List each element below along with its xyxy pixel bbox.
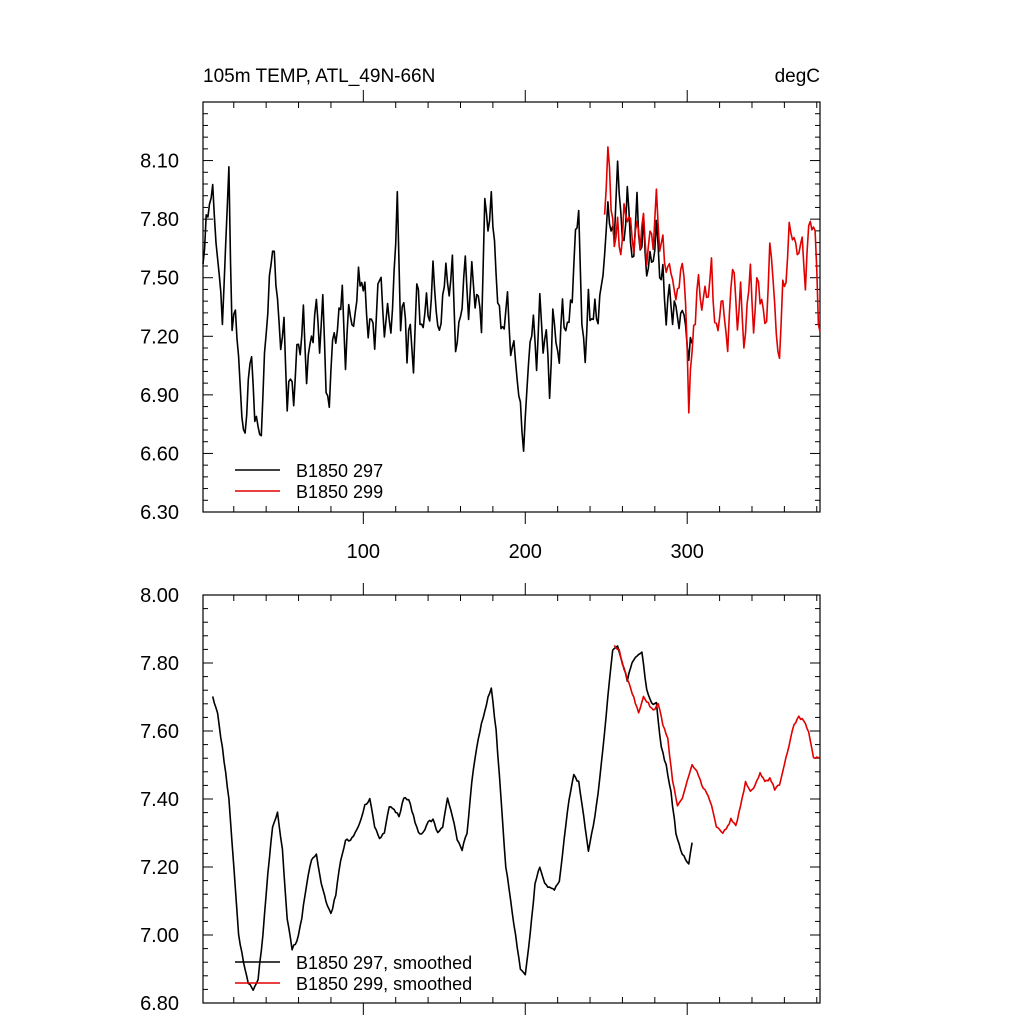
series-line-297 (202, 160, 693, 452)
x-tick-label: 300 (671, 541, 704, 563)
y-tick-label: 6.90 (140, 385, 179, 407)
chart-title: 105m TEMP, ATL_49N-66N (203, 66, 435, 87)
legend-label: B1850 299 (296, 482, 383, 502)
legend-label: B1850 297 (296, 461, 383, 481)
y-tick-label: 6.30 (140, 502, 179, 524)
top-chart-panel: 105m TEMP, ATL_49N-66N degC 6.30 6.60 6.90… (140, 66, 821, 563)
y-tick-label: 7.40 (140, 789, 179, 811)
y-tick-label: 8.00 (140, 585, 179, 607)
y-tick-label: 6.80 (140, 993, 179, 1015)
y-tick-label: 7.00 (140, 925, 179, 947)
x-tick-label: 200 (509, 541, 542, 563)
y-tick-label: 8.10 (140, 151, 179, 173)
y-tick-label: 7.20 (140, 326, 179, 348)
y-tick-label: 7.20 (140, 857, 179, 879)
plot-frame (202, 101, 821, 513)
y-tick-label: 7.80 (140, 209, 179, 231)
y-tick-label: 6.60 (140, 443, 179, 465)
chart-units: degC (775, 66, 820, 87)
legend-label: B1850 299, smoothed (296, 974, 472, 994)
series-line-299 (603, 146, 821, 414)
bottom-chart-panel: 6.80 7.00 7.20 7.40 7.60 7.80 8.00 B1850 297, s… (140, 583, 821, 1015)
x-tick-label: 100 (347, 541, 380, 563)
plot-frame (202, 594, 821, 1004)
legend-label: B1850 297, smoothed (296, 953, 472, 973)
series-line-297 (211, 645, 693, 991)
y-tick-label: 7.80 (140, 653, 179, 675)
y-tick-label: 7.60 (140, 721, 179, 743)
y-tick-label: 7.50 (140, 268, 179, 290)
series-line-299 (613, 644, 821, 834)
